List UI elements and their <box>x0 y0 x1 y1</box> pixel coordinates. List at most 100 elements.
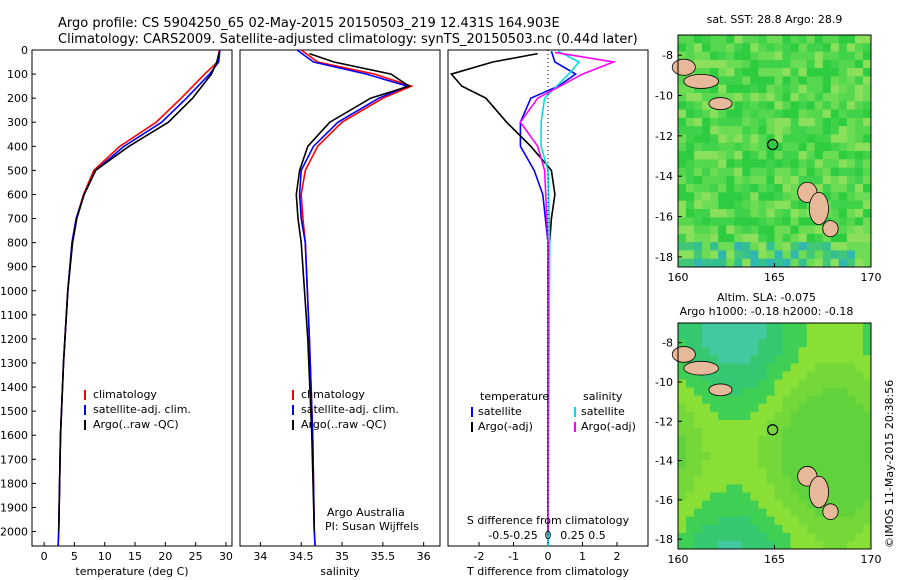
sst-map-cell <box>854 233 864 243</box>
temperature-x-tick-label: 20 <box>158 550 172 563</box>
sst-map-cell <box>846 126 856 135</box>
sst-map-cell <box>790 217 800 227</box>
sla-map-cell <box>830 444 840 453</box>
sla-map-cell <box>726 363 735 372</box>
sst-map-cell <box>766 126 775 135</box>
sst-map-cell <box>734 35 743 44</box>
sst-map-cell <box>758 117 767 127</box>
sst-map-cell <box>822 43 832 53</box>
sla-map-cell <box>774 371 783 380</box>
sla-map-cell <box>694 379 703 389</box>
temperature-x-tick-label: 10 <box>98 550 112 563</box>
sst-map-cell <box>854 167 864 177</box>
sla-map-cell <box>718 500 727 510</box>
sst-map-cell <box>678 142 687 152</box>
sst-map-cell <box>838 175 848 185</box>
sst-map-cell <box>782 250 791 260</box>
sla-map-cell <box>830 331 840 340</box>
sla-map-cell <box>718 524 727 534</box>
sla-map-cell <box>734 363 743 372</box>
sst-map-cell <box>734 43 743 53</box>
sla-map-cell <box>838 395 848 405</box>
sst-map-cell <box>806 159 816 169</box>
sla-map-cell <box>838 387 848 397</box>
sst-map-cell <box>846 76 856 86</box>
sla-map-cell <box>678 460 687 469</box>
sst-map-cell <box>830 209 840 218</box>
sla-map-cell <box>838 508 848 518</box>
sst-map-cell <box>854 126 864 135</box>
sla-map-cell <box>678 452 687 461</box>
sst-map-cell <box>702 151 711 160</box>
sla-map-title-line2: Argo h1000: -0.18 h2000: -0.18 <box>680 305 854 318</box>
sla-map-cell <box>798 403 808 413</box>
sst-map-cell <box>774 200 783 210</box>
sla-map-cell <box>686 524 695 534</box>
sst-map-cell <box>863 142 872 152</box>
sst-map-cell <box>790 200 800 210</box>
sla-map-cell <box>830 532 840 542</box>
sst-map-cell <box>766 43 775 53</box>
sst-map-cell <box>718 117 727 127</box>
sst-map-cell <box>838 217 848 227</box>
sla-map-cell <box>678 540 687 550</box>
sst-map-cell <box>678 126 687 135</box>
sst-map-cell <box>830 51 840 61</box>
sst-map-cell <box>798 167 808 177</box>
sla-map-cell <box>718 484 727 493</box>
sst-map-cell <box>854 200 864 210</box>
sla-map-cell <box>702 331 711 340</box>
sst-map-cell <box>814 126 824 135</box>
sla-map-cell <box>838 444 848 453</box>
sla-map-cell <box>790 419 800 429</box>
sla-map-cell <box>790 452 800 461</box>
sla-map-cell <box>838 411 848 421</box>
sla-map-cell <box>694 500 703 510</box>
sla-map-cell <box>726 500 735 510</box>
sst-map-cell <box>678 151 687 160</box>
sst-map-cell <box>766 35 775 44</box>
sla-map-cell <box>678 468 687 477</box>
sst-map-cell <box>718 43 727 53</box>
sla-map-cell <box>782 476 791 485</box>
sst-map-cell <box>806 151 816 160</box>
sst-map-cell <box>846 43 856 53</box>
sla-map-cell <box>846 363 856 372</box>
sla-map-cell <box>846 476 856 485</box>
sla-map-cell <box>758 508 767 518</box>
sla-map-cell <box>734 500 743 510</box>
sla-map-cell <box>822 524 832 534</box>
sla-map-cell <box>686 436 695 445</box>
sla-map-cell <box>758 436 767 445</box>
panel-sst-map: -8 -10 -12 -14 -16 -18 160 165 170 sat. SST: 28.8… <box>655 13 881 284</box>
sla-map-cell <box>863 436 872 445</box>
sst-map-cell <box>863 109 872 119</box>
sst-map-cell <box>806 43 816 53</box>
sst-map-argo-marker <box>767 138 779 151</box>
sla-map-cell <box>822 468 832 477</box>
sla-map-cell <box>863 460 872 469</box>
sst-map-cell <box>846 93 856 102</box>
sla-map-cell <box>686 492 695 502</box>
sst-map-cell <box>790 242 800 251</box>
sst-map-cell <box>822 126 832 135</box>
sst-map-cell <box>742 200 751 210</box>
panel-salinity: 34 34.5 35 35.5 36 salinity climatology satelli… <box>239 49 441 578</box>
sla-map-cell <box>678 379 687 389</box>
sst-map-cell <box>678 109 687 119</box>
sla-map-cell <box>750 395 759 405</box>
sla-map-cell <box>790 516 800 526</box>
sla-map-y-tick-label: -8 <box>662 337 673 350</box>
sla-map-cell <box>806 387 816 397</box>
sst-map-cell <box>830 200 840 210</box>
sst-map-cell <box>830 68 840 77</box>
sla-map-cell <box>863 484 872 493</box>
sst-map-cell <box>694 126 703 135</box>
sla-map-cell <box>790 444 800 453</box>
sla-map-cell <box>863 468 872 477</box>
sst-map-cell <box>774 101 783 111</box>
sla-map-cell <box>766 347 775 356</box>
sst-map-cell <box>686 242 695 251</box>
sla-map-cell <box>758 347 767 356</box>
sst-map-cell <box>702 117 711 127</box>
